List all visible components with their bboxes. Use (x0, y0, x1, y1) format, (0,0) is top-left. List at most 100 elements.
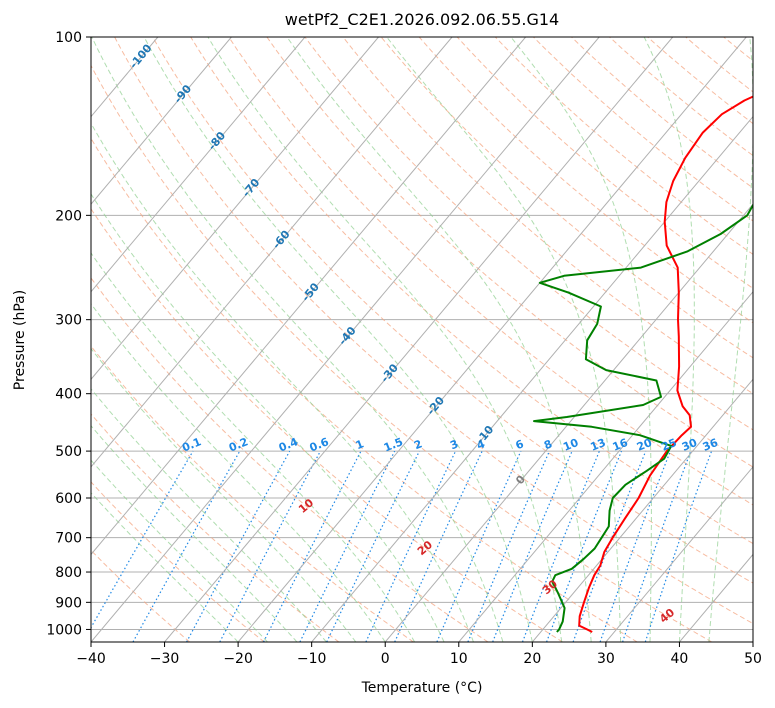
y-tick-label: 200 (55, 208, 82, 224)
x-tick-label: −40 (76, 651, 106, 667)
mixing-ratio-label: 25 (660, 436, 679, 454)
moist-adiabat-line (91, 122, 474, 642)
dry-adiabat-line (418, 37, 753, 324)
x-tick-label: 30 (597, 651, 615, 667)
moist-adiabat-line (91, 492, 239, 642)
isotherm-line (91, 37, 232, 205)
mixing-ratio-line (644, 450, 713, 642)
mixing-ratio-label: 36 (701, 436, 720, 454)
plot-frame (90, 36, 754, 643)
dewpoint-profile-line (533, 203, 753, 633)
pressure-gridlines (91, 36, 753, 630)
isotherm-line (531, 378, 753, 642)
y-tick-label: 400 (55, 387, 82, 403)
sounding-series (533, 95, 753, 633)
dry-adiabat-line (91, 137, 638, 642)
mixing-ratio-line (622, 450, 692, 642)
dry-adiabat-line (91, 208, 563, 642)
mixing-ratio-line (572, 450, 647, 642)
mixing-ratio-label: 20 (635, 436, 654, 454)
isotherm-line (605, 466, 753, 642)
chart-title: wetPf2_C2E1.2026.092.06.55.G14 (285, 10, 559, 30)
x-tick-label: −30 (150, 651, 180, 667)
y-tick-label: 300 (55, 313, 82, 329)
isotherm-line (0, 37, 11, 642)
mixing-ratio-line (299, 450, 396, 642)
moist-adiabat-line (91, 302, 386, 642)
mixing-ratio-label: 3 (448, 437, 460, 452)
y-tick-label: 100 (55, 30, 82, 46)
mixing-ratio-line (436, 450, 522, 642)
mixing-ratio-line (521, 450, 600, 642)
mixing-ratio-label: 13 (589, 436, 608, 454)
moist-adiabat-line (207, 37, 563, 642)
x-tick-label: 20 (523, 651, 541, 667)
moist-adiabat-line (386, 37, 622, 642)
mixing-ratio-label: 10 (561, 436, 580, 454)
dry-adiabat-line (91, 481, 265, 642)
isotherm-line (311, 115, 753, 642)
plot-area (91, 37, 753, 642)
isotherm-line (458, 290, 753, 642)
mixing-ratio-line (599, 450, 671, 642)
isotherm-line (91, 37, 453, 468)
moist-adiabat-line (91, 347, 357, 642)
moist-adiabat-line (91, 459, 268, 642)
mixing-ratio-line (186, 450, 291, 642)
mixing-ratio-lines (91, 450, 713, 642)
dry-adiabat-line (762, 37, 775, 642)
mixing-ratio-label: 8 (542, 437, 554, 452)
dry-adiabat-line (91, 413, 340, 642)
mixing-ratio-line (467, 450, 550, 642)
isotherm-line (91, 37, 527, 556)
x-axis-title: Temperature (°C) (361, 680, 483, 696)
dry-adiabat-line (152, 37, 753, 584)
moist-adiabat-line (91, 37, 504, 642)
y-tick-label: 1000 (46, 622, 82, 638)
y-tick-label: 800 (55, 565, 82, 581)
isotherm-line (91, 37, 600, 642)
moist-adiabats (91, 37, 753, 642)
x-axis-ticks: −40 −30 −20 −10 0 10 20 30 40 50 (76, 642, 762, 667)
y-tick-label: 600 (55, 491, 82, 507)
mixing-ratio-label: 1 (354, 437, 366, 452)
moist-adiabat-line (286, 37, 592, 642)
dry-adiabat-line (228, 37, 753, 506)
dry-adiabat-line (190, 37, 753, 545)
x-tick-label: 0 (381, 651, 390, 667)
isotherms (0, 37, 753, 642)
temperature-profile-line (578, 95, 753, 633)
isotherm-line (752, 641, 753, 642)
moist-adiabat-line (708, 37, 753, 642)
dry-adiabat-line (456, 37, 753, 289)
x-tick-label: −20 (223, 651, 253, 667)
moist-adiabat-line (91, 252, 416, 642)
mixing-ratio-label: 16 (611, 436, 630, 454)
y-tick-label: 700 (55, 531, 82, 547)
isotherm-line (237, 37, 747, 642)
x-tick-label: −10 (297, 651, 327, 667)
x-tick-label: 50 (744, 651, 762, 667)
x-tick-label: 40 (671, 651, 689, 667)
y-tick-label: 900 (55, 595, 82, 611)
dry-adiabat-line (342, 37, 753, 395)
x-tick-label: 10 (450, 651, 468, 667)
moist-adiabat-line (510, 37, 652, 642)
mixing-ratio-line (219, 450, 321, 642)
plot-layers (0, 37, 775, 642)
y-axis-ticks: 100 200 300 400 500 600 700 800 900 1000 (46, 30, 91, 638)
isopleth-labels: 0.1 0.2 0.4 0.6 1 1.5 2 3 4 6 8 10 13 16 20 25 30 36-100-… (127, 41, 720, 625)
moist-adiabat-line (91, 424, 298, 642)
moist-adiabat-line (643, 37, 695, 642)
dry-adiabat-line (91, 64, 713, 642)
moist-adiabat-line (143, 37, 533, 642)
mixing-ratio-label: 2 (412, 437, 424, 452)
mixing-ratio-label: 30 (680, 436, 699, 454)
isotherm-line (164, 37, 674, 642)
isotherm-line (384, 203, 753, 642)
moist-adiabat-line (91, 193, 445, 642)
isotherm-line (91, 37, 379, 381)
y-tick-label: 500 (55, 444, 82, 460)
isotherm-line (91, 37, 306, 293)
